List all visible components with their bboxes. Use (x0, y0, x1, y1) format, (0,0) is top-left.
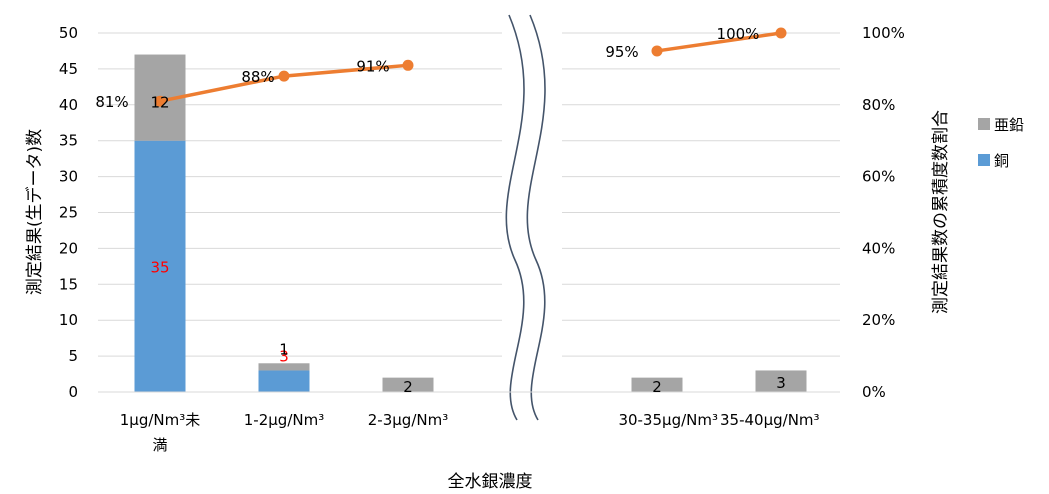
cumulative-point (154, 95, 166, 107)
y-tick-label: 0 (68, 383, 78, 401)
x-axis-title: 全水銀濃度 (448, 472, 533, 492)
cumulative-percent-label: 88% (241, 68, 274, 86)
y-tick-label: 15 (59, 275, 78, 293)
bar-銅 (134, 140, 186, 392)
legend: 亜鉛銅 (978, 116, 1024, 170)
bar-value-label: 1 (279, 340, 289, 358)
bar-亜鉛 (755, 370, 807, 392)
legend-label: 亜鉛 (994, 116, 1024, 134)
break-wave (505, 14, 525, 421)
y-tick-label: 30 (59, 168, 78, 186)
axes: 0 5 10 15 20 25 30 35 40 45 50 0% 20% 40% 60% 80% 100% 1μ… (59, 24, 905, 454)
y-tick-label: 35 (59, 132, 78, 150)
y-tick-label: 45 (59, 60, 78, 78)
x-tick-label: 35-40μg/Nm³ (720, 411, 820, 429)
legend-label: 銅 (994, 152, 1009, 170)
bar-value-label: 3 (776, 374, 786, 392)
y-tick-label: 25 (59, 204, 78, 222)
legend-swatch (978, 154, 990, 166)
y-tick-label: 50 (59, 24, 78, 42)
y2-axis-title: 測定結果数の累積度数割合 (931, 110, 951, 314)
y2-tick-label: 20% (862, 311, 895, 329)
legend-swatch (978, 118, 990, 130)
cumulative-percent-label: 91% (356, 57, 389, 75)
bar-亜鉛 (631, 377, 683, 392)
axis-break (502, 14, 562, 425)
cumulative-point (775, 27, 787, 39)
break-wave (526, 14, 546, 421)
y2-tick-label: 100% (862, 24, 905, 42)
y-tick-label: 40 (59, 96, 78, 114)
x-tick-label: 1-2μg/Nm³ (244, 411, 324, 429)
y2-tick-label: 80% (862, 96, 895, 114)
cumulative-line (154, 27, 787, 107)
gridlines (98, 32, 840, 357)
bars (134, 54, 807, 392)
cumulative-point (651, 45, 663, 57)
y2-tick-label: 40% (862, 239, 895, 257)
bar-銅 (258, 370, 310, 392)
bar-value-label: 3 (279, 347, 289, 365)
bar-亜鉛 (258, 363, 310, 371)
break-mask (502, 15, 562, 425)
y-tick-label: 10 (59, 311, 78, 329)
x-tick-label: 30-35μg/Nm³ (618, 411, 718, 429)
cumulative-point (402, 59, 414, 71)
bar-value-label: 35 (150, 258, 169, 276)
bar-value-label: 12 (150, 94, 169, 112)
y-tick-label: 20 (59, 239, 78, 257)
bar-value-label: 2 (652, 378, 662, 396)
x-tick-label: 満 (152, 436, 167, 454)
x-tick-label: 1μg/Nm³未 (120, 411, 201, 429)
cumulative-line-segment (656, 31, 782, 53)
cumulative-percent-label: 100% (717, 25, 760, 43)
cumulative-percent-label: 95% (605, 43, 638, 61)
x-tick-label: 2-3μg/Nm³ (368, 411, 448, 429)
y-tick-label: 5 (68, 347, 78, 365)
y2-tick-label: 0% (862, 383, 886, 401)
bar-value-label: 2 (403, 378, 413, 396)
y-axis-title: 測定結果(生データ)数 (24, 129, 45, 295)
cumulative-point (278, 70, 290, 82)
y2-tick-label: 60% (862, 168, 895, 186)
bar-亜鉛 (382, 377, 434, 392)
cumulative-percent-label: 81% (95, 93, 128, 111)
